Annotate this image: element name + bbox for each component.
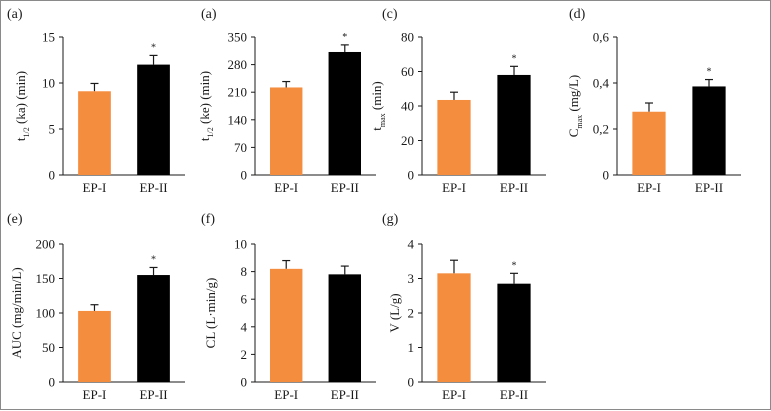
panel-3-significance-star: *	[512, 53, 517, 64]
panel-3-bar-ep-ii	[497, 74, 531, 175]
panel-6-y-tick-label: 0	[241, 375, 248, 390]
panel-3-x-tick-label: EP-II	[500, 180, 528, 195]
panel-6-y-tick-label: 4	[241, 319, 248, 334]
panel-1-y-tick-label: 5	[49, 122, 56, 137]
panel-2-bar-ep-i	[270, 87, 303, 175]
panel-3-bar-ep-i	[437, 99, 471, 175]
panel-5-y-tick-label: 0	[49, 375, 56, 390]
panel-1-bar-ep-ii	[137, 64, 170, 175]
panel-7-y-tick-label: 4	[408, 237, 415, 252]
panel-6-bar-ep-ii	[328, 274, 361, 382]
panel-2-y-tick-label: 280	[228, 57, 248, 72]
panel-5-y-axis-label: AUC (mg/min/L)	[9, 267, 24, 358]
panel-3-y-tick-label: 40	[401, 99, 414, 114]
panel-4-significance-star: *	[707, 67, 712, 78]
panel-4-y-tick-label: 0	[603, 168, 610, 183]
panel-2-x-tick-label: EP-I	[274, 180, 298, 195]
panel-7-y-tick-label: 1	[408, 340, 415, 355]
panel-1-y-axis-label: t1/2 (ka) (min)	[13, 71, 31, 141]
panel-1-x-tick-label: EP-II	[139, 180, 167, 195]
panel-5-y-tick-label: 50	[42, 340, 55, 355]
panel-7-y-tick-label: 3	[408, 271, 415, 286]
panel-4-y-tick-label: 0,6	[593, 30, 610, 45]
panel-3-y-axis-label: tmax (min)	[369, 81, 387, 131]
panel-2-y-tick-label: 210	[228, 85, 248, 100]
panel-1-y-tick-label: 0	[49, 168, 56, 183]
panel-7-y-tick-label: 0	[408, 375, 415, 390]
panel-4-y-tick-label: 0,2	[593, 122, 609, 137]
panel-4-bar-ep-ii	[692, 86, 726, 175]
panel-2-y-tick-label: 0	[241, 168, 248, 183]
panel-6-y-tick-label: 10	[234, 237, 247, 252]
panel-5-bar-ep-i	[78, 310, 111, 382]
panel-6-x-tick-label: EP-II	[331, 387, 359, 402]
panel-1-x-tick-label: EP-I	[83, 180, 107, 195]
panel-5-y-tick-label: 100	[36, 306, 56, 321]
panel-6-bar-ep-i	[270, 268, 303, 382]
panel-4-x-tick-label: EP-II	[695, 180, 723, 195]
panel-2-bar-ep-ii	[328, 51, 361, 175]
panel-5-significance-star: *	[151, 254, 156, 265]
panel-2-significance-star: *	[342, 32, 347, 43]
panel-6-y-tick-label: 2	[241, 347, 248, 362]
panel-2-y-axis-label: t1/2 (ke) (min)	[197, 71, 215, 141]
panel-3-y-tick-label: 20	[401, 133, 414, 148]
panel-4-y-tick-label: 0,4	[593, 76, 610, 91]
panel-5-y-tick-label: 150	[36, 271, 56, 286]
panel-3-y-tick-label: 0	[408, 168, 415, 183]
panel-3-y-tick-label: 60	[401, 64, 414, 79]
panel-7-bar-ep-i	[437, 273, 471, 382]
panel-1-y-tick-label: 10	[42, 76, 55, 91]
panel-4-bar-ep-i	[632, 111, 666, 175]
panel-4-label: (d)	[569, 7, 586, 22]
panel-6-label: (f)	[201, 212, 215, 227]
panel-6-y-tick-label: 8	[241, 264, 248, 279]
panel-6-x-tick-label: EP-I	[274, 387, 298, 402]
panel-7-y-tick-label: 2	[408, 306, 415, 321]
panel-1-bar-ep-i	[78, 91, 111, 175]
panel-5-y-tick-label: 200	[36, 237, 56, 252]
panel-7-label: (g)	[382, 212, 399, 227]
panel-2-label: (a)	[201, 7, 217, 22]
panel-1-significance-star: *	[151, 42, 156, 53]
panel-5-x-tick-label: EP-I	[83, 387, 107, 402]
panel-4-x-tick-label: EP-I	[637, 180, 661, 195]
panel-2-x-tick-label: EP-II	[331, 180, 359, 195]
panel-7-x-tick-label: EP-I	[442, 387, 466, 402]
panel-2-y-tick-label: 140	[228, 112, 248, 127]
panel-7-significance-star: *	[512, 260, 517, 271]
panel-2-y-tick-label: 350	[228, 30, 248, 45]
panel-5-label: (e)	[7, 212, 23, 227]
panel-2-y-tick-label: 70	[234, 140, 247, 155]
panel-6-y-tick-label: 6	[241, 292, 248, 307]
panel-1-y-tick-label: 15	[42, 30, 55, 45]
panel-5-bar-ep-ii	[137, 275, 170, 382]
panel-3-y-tick-label: 80	[401, 30, 414, 45]
panel-3-label: (c)	[382, 7, 398, 22]
panel-4-y-axis-label: Cmax (mg/L)	[566, 75, 584, 138]
panel-7-x-tick-label: EP-II	[500, 387, 528, 402]
panel-7-bar-ep-ii	[497, 283, 531, 382]
panel-3-x-tick-label: EP-I	[442, 180, 466, 195]
panel-7-y-axis-label: V (L/g)	[387, 293, 402, 332]
panel-6-y-axis-label: CL (L·min/g)	[203, 278, 218, 349]
panel-5-x-tick-label: EP-II	[139, 387, 167, 402]
panel-1-label: (a)	[7, 7, 23, 22]
